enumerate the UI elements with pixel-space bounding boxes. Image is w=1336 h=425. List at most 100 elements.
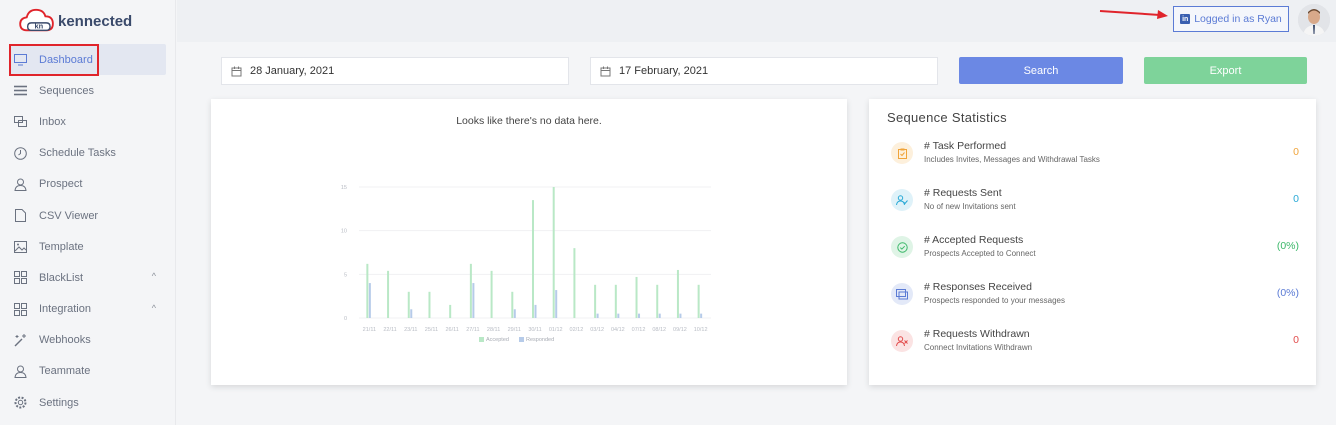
brand-logo[interactable]: kn kennected [18, 5, 132, 37]
sidebar-item-dashboard[interactable]: Dashboard [10, 44, 166, 76]
stat-value: (0%) [1276, 287, 1299, 299]
bar-responded [679, 313, 682, 318]
chart-card: Looks like there's no data here. 0 5 10 15 2… [211, 99, 847, 385]
stat-description: Connect Invitations Withdrawn [924, 343, 1033, 352]
stats-title: Sequence Statistics [887, 110, 1007, 125]
gear-icon [13, 396, 27, 410]
logo-mark: kn [35, 21, 44, 30]
monitor-icon [13, 53, 27, 67]
sidebar-item-label: Dashboard [39, 53, 93, 66]
bar-responded [596, 313, 599, 318]
search-button[interactable]: Search [959, 57, 1123, 84]
grid-icon [13, 302, 27, 316]
sidebar-item-label: Template [39, 240, 84, 253]
sidebar-item-schedule-tasks[interactable]: Schedule Tasks [0, 138, 176, 169]
x-tick-label: 10/12 [694, 327, 708, 333]
sidebar-item-blacklist[interactable]: BlackList ^ [0, 262, 176, 293]
sidebar-item-label: Webhooks [39, 334, 91, 347]
sidebar-item-teammate[interactable]: Teammate [0, 356, 176, 387]
stat-value: 0 [1293, 193, 1299, 205]
stat-description: No of new Invitations sent [924, 202, 1016, 211]
sidebar-nav: Dashboard Sequences Inbox Schedule Tasks Pro… [0, 44, 176, 418]
start-date-field[interactable]: 28 January, 2021 [221, 57, 569, 85]
stat-description: Prospects Accepted to Connect [924, 249, 1036, 258]
y-tick-label: 5 [344, 272, 347, 278]
logged-in-badge[interactable]: in Logged in as Ryan [1173, 6, 1289, 32]
sidebar-item-webhooks[interactable]: Webhooks [0, 325, 176, 356]
chat-icon [13, 115, 27, 129]
legend-swatch-responded [519, 337, 524, 342]
end-date-value: 17 February, 2021 [619, 65, 709, 77]
bar-responded [638, 313, 641, 318]
stat-label: # Responses Received [924, 281, 1032, 293]
sidebar-item-template[interactable]: Template [0, 231, 176, 262]
red-arrow-annotation [1099, 10, 1168, 19]
check-circle-icon [891, 236, 913, 258]
bar-accepted [366, 263, 369, 318]
clock-icon [13, 146, 27, 160]
x-tick-label: 30/11 [528, 327, 541, 333]
x-tick-label: 29/11 [508, 327, 521, 333]
brand-name: kennected [58, 12, 133, 30]
cloud-logo-icon: kn [19, 8, 54, 32]
stat-description: Prospects responded to your messages [924, 296, 1065, 305]
legend-swatch-accepted [479, 337, 484, 342]
user-icon [13, 177, 27, 191]
x-tick-label: 26/11 [445, 327, 458, 333]
x-tick-label: 09/12 [673, 327, 687, 333]
x-tick-label: 25/11 [425, 327, 438, 333]
start-date-value: 28 January, 2021 [250, 65, 335, 77]
x-tick-label: 02/12 [570, 327, 584, 333]
export-button[interactable]: Export [1144, 57, 1307, 84]
sidebar-item-integration[interactable]: Integration ^ [0, 294, 176, 325]
bar-accepted [594, 284, 597, 318]
x-tick-label: 01/12 [549, 327, 563, 333]
stat-label: # Accepted Requests [924, 234, 1024, 246]
clipboard-icon [891, 142, 913, 164]
chevron-up-icon[interactable]: ^ [151, 271, 156, 282]
sidebar-item-label: Teammate [39, 365, 91, 378]
bar-responded [410, 309, 413, 318]
sidebar-item-inbox[interactable]: Inbox [0, 106, 176, 137]
legend-label-responded: Responded [526, 337, 554, 343]
sidebar-item-label: Inbox [39, 115, 66, 128]
bar-accepted [676, 269, 679, 318]
bar-accepted [573, 248, 576, 318]
bar-accepted [635, 276, 638, 318]
stat-row: # Accepted Requests Prospects Accepted to… [889, 232, 1299, 272]
bar-accepted [532, 200, 534, 318]
bar-responded [513, 309, 516, 318]
bar-chart: 0 5 10 15 21/11 22/11 23/11 25/11 26/11 27/11 28/1… [341, 185, 711, 343]
magic-icon [13, 333, 27, 347]
x-tick-label: 08/12 [652, 327, 666, 333]
stat-row: # Requests Withdrawn Connect Invitations … [889, 326, 1299, 366]
bar-accepted [469, 263, 472, 318]
stat-value: 0 [1293, 146, 1299, 158]
bar-responded [555, 290, 558, 318]
user-avatar-icon [1298, 4, 1330, 36]
sidebar-item-label: Integration [39, 303, 91, 316]
end-date-field[interactable]: 17 February, 2021 [590, 57, 938, 85]
y-tick-label: 15 [341, 185, 347, 191]
x-tick-label: 28/11 [487, 327, 500, 333]
bar-accepted [656, 284, 659, 318]
top-bar [177, 0, 1336, 42]
legend-label-accepted: Accepted [486, 337, 509, 343]
bar-responded [700, 313, 703, 318]
x-tick-label: 03/12 [590, 327, 604, 333]
stat-label: # Requests Sent [924, 187, 1002, 199]
file-icon [13, 209, 27, 223]
sidebar-item-label: CSV Viewer [39, 209, 99, 222]
sidebar-item-sequences[interactable]: Sequences [0, 75, 176, 106]
user-icon [13, 364, 27, 378]
avatar[interactable] [1298, 4, 1330, 36]
y-tick-label: 10 [341, 229, 347, 235]
calendar-icon [231, 66, 242, 76]
calendar-icon [600, 66, 611, 76]
sidebar-item-prospect[interactable]: Prospect [0, 169, 176, 200]
empty-chart-message: Looks like there's no data here. [456, 115, 602, 127]
sidebar-item-settings[interactable]: Settings [0, 387, 176, 418]
sidebar-item-csv-viewer[interactable]: CSV Viewer [0, 200, 176, 231]
x-tick-label: 04/12 [611, 327, 625, 333]
chevron-up-icon[interactable]: ^ [151, 302, 156, 313]
